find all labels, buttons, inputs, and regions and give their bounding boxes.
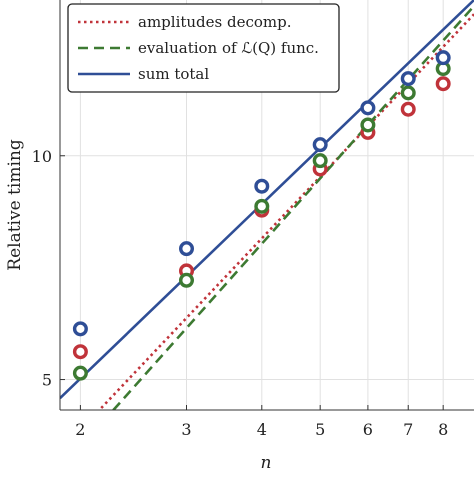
data-point-s2-1: [179, 241, 195, 257]
data-point-s1-4: [360, 117, 376, 133]
x-tick-label: 8: [438, 420, 448, 439]
x-tick-label: 5: [315, 420, 325, 439]
x-tick-label: 2: [75, 420, 85, 439]
y-tick-label: 10: [32, 147, 52, 166]
legend-box: [67, 3, 340, 93]
x-tick-label: 6: [363, 420, 373, 439]
data-point-s2-5: [400, 71, 416, 87]
series-points: [72, 50, 451, 381]
legend: amplitudes decomp. evaluation of ℒ(Q) fu…: [67, 3, 340, 93]
x-tick-label: 4: [257, 420, 267, 439]
data-point-s0-0: [72, 344, 88, 360]
data-point-s2-0: [72, 321, 88, 337]
data-point-s2-6: [435, 50, 451, 66]
data-point-s2-3: [312, 137, 328, 153]
legend-label-sum-total: sum total: [138, 65, 209, 83]
data-point-s1-3: [312, 153, 328, 169]
legend-label-evaluation: evaluation of ℒ(Q) func.: [138, 39, 319, 57]
x-axis-label: n: [261, 453, 272, 473]
series-line-2: [60, 0, 474, 400]
data-point-s1-0: [72, 365, 88, 381]
y-ticks: 5 10: [32, 147, 65, 390]
data-point-s1-2: [254, 198, 270, 214]
legend-entry-amplitudes: amplitudes decomp.: [78, 13, 292, 31]
x-tick-label: 7: [403, 420, 413, 439]
y-tick-label: 5: [42, 371, 52, 390]
legend-entry-evaluation: evaluation of ℒ(Q) func.: [78, 39, 319, 57]
axes: [59, 0, 474, 411]
y-axis-label: Relative timing: [5, 139, 25, 271]
legend-label-amplitudes: amplitudes decomp.: [138, 13, 292, 31]
data-point-s2-2: [254, 178, 270, 194]
data-point-s0-5: [400, 101, 416, 117]
data-point-s1-1: [179, 272, 195, 288]
data-point-s0-6: [435, 76, 451, 92]
legend-entry-sum-total: sum total: [78, 65, 209, 83]
data-point-s1-5: [400, 85, 416, 101]
data-point-s2-4: [360, 100, 376, 116]
x-tick-label: 3: [181, 420, 191, 439]
series-line-0: [97, 13, 474, 410]
x-ticks: 2 3 4 5 6 7 8: [75, 405, 448, 439]
